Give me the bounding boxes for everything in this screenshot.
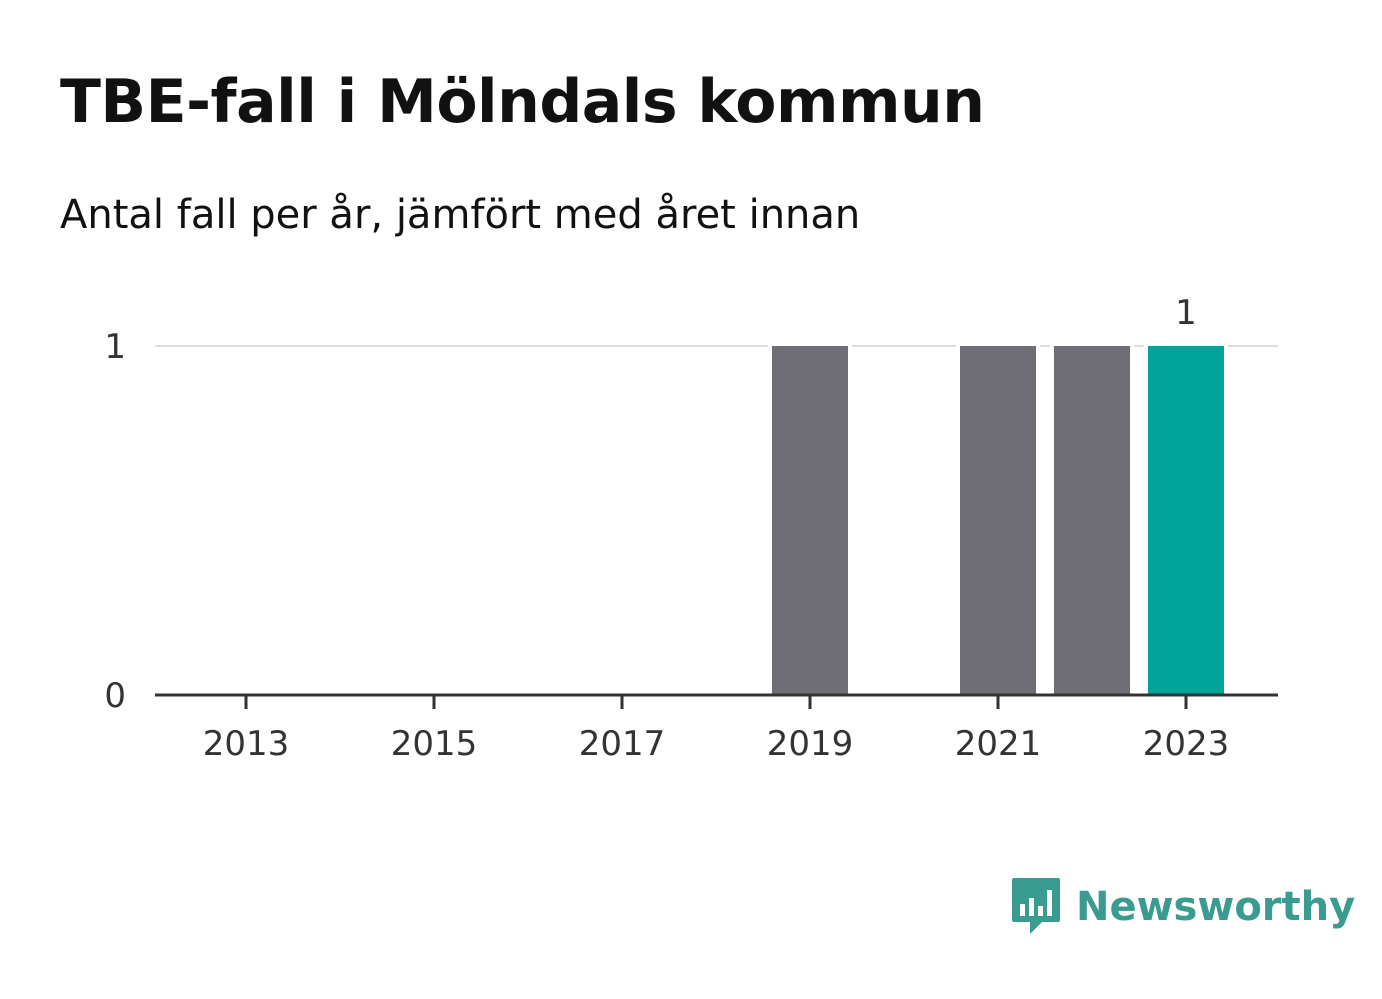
brand-name: Newsworthy <box>1076 884 1356 930</box>
chart-title: TBE-fall i Mölndals kommun <box>60 67 985 137</box>
brand-logo: Newsworthy <box>1010 876 1355 938</box>
bar-2021 <box>956 342 1040 699</box>
bar-2023 <box>1144 342 1228 699</box>
bar-2022 <box>1050 342 1134 699</box>
data-label-2023: 1 <box>1175 293 1197 333</box>
bar-chart: 1 2013 2015 2017 2019 2021 2023 0 1 <box>104 293 1278 764</box>
newsworthy-logo-icon <box>1012 878 1060 934</box>
x-tick-label-2021: 2021 <box>955 724 1042 764</box>
bar-2019 <box>768 342 852 699</box>
x-tick-label-2017: 2017 <box>579 724 666 764</box>
y-tick-label-1: 1 <box>104 327 126 367</box>
y-tick-label-0: 0 <box>104 676 126 716</box>
x-tick-label-2013: 2013 <box>203 724 290 764</box>
x-tick-label-2015: 2015 <box>391 724 478 764</box>
x-tick-label-2023: 2023 <box>1143 724 1230 764</box>
chart-subtitle: Antal fall per år, jämfört med året inna… <box>60 192 861 238</box>
x-tick-label-2019: 2019 <box>767 724 854 764</box>
